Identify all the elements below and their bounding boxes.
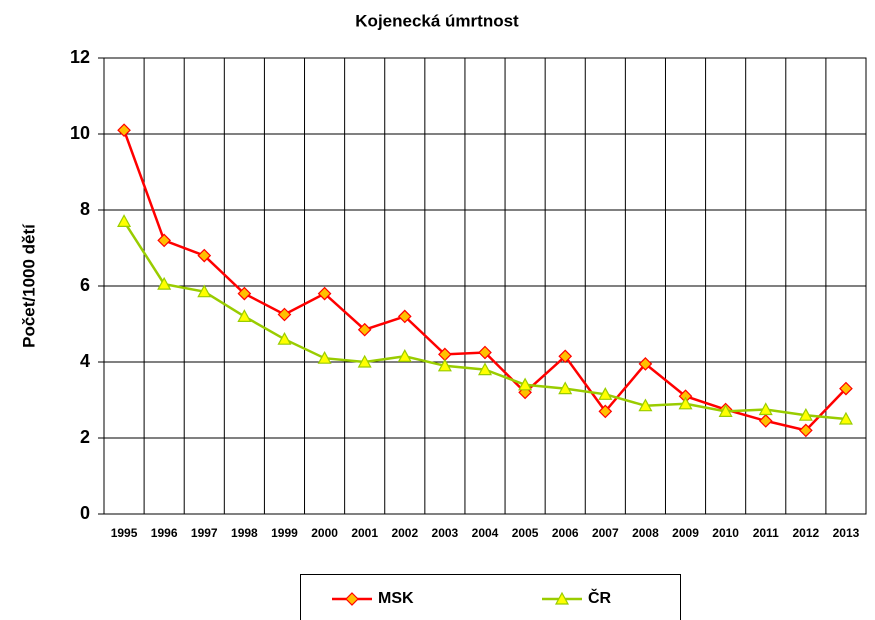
y-tick-label: 12 bbox=[70, 47, 90, 67]
data-point bbox=[558, 381, 573, 395]
plot-frame bbox=[103, 57, 867, 515]
data-point bbox=[638, 357, 653, 371]
x-tick-label: 2009 bbox=[672, 526, 699, 540]
x-tick-label: 1999 bbox=[271, 526, 298, 540]
data-point bbox=[277, 331, 292, 345]
x-tick-label: 2008 bbox=[632, 526, 659, 540]
data-point bbox=[277, 307, 292, 322]
data-point bbox=[758, 414, 773, 428]
y-tick-label: 4 bbox=[80, 351, 90, 371]
legend-marker bbox=[345, 592, 359, 606]
x-tick-label: 2012 bbox=[792, 526, 819, 540]
x-tick-label: 2000 bbox=[311, 526, 338, 540]
x-tick-label: 2013 bbox=[833, 526, 860, 540]
data-point bbox=[477, 362, 493, 376]
data-point bbox=[117, 123, 131, 138]
data-point bbox=[598, 387, 613, 400]
y-tick-label: 0 bbox=[80, 503, 90, 523]
data-point bbox=[638, 398, 653, 412]
y-axis-label: Počet/1000 dětí bbox=[19, 223, 38, 348]
x-tick-label: 2003 bbox=[432, 526, 459, 540]
y-tick-label: 10 bbox=[70, 123, 90, 143]
x-tick-label: 2004 bbox=[472, 526, 499, 540]
data-point bbox=[758, 402, 773, 416]
legend-label: ČR bbox=[588, 588, 612, 607]
data-point bbox=[518, 377, 533, 391]
data-point bbox=[678, 396, 693, 410]
data-point bbox=[157, 276, 172, 290]
data-point bbox=[157, 233, 172, 248]
data-point bbox=[839, 381, 853, 396]
data-point bbox=[437, 358, 452, 372]
data-point bbox=[798, 407, 813, 421]
data-point bbox=[317, 286, 332, 301]
data-point bbox=[237, 286, 252, 301]
y-tick-label: 2 bbox=[80, 427, 90, 447]
data-point bbox=[397, 309, 412, 324]
x-tick-label: 1998 bbox=[231, 526, 258, 540]
x-tick-label: 2007 bbox=[592, 526, 619, 540]
legend-marker bbox=[554, 591, 570, 605]
data-point bbox=[197, 284, 212, 298]
data-point bbox=[558, 349, 573, 364]
data-point bbox=[798, 423, 813, 438]
x-tick-label: 1997 bbox=[191, 526, 218, 540]
legend-label: MSK bbox=[378, 590, 414, 607]
series-line bbox=[122, 129, 847, 432]
legend-box bbox=[300, 574, 681, 620]
data-point bbox=[478, 345, 492, 360]
x-tick-label: 2001 bbox=[351, 526, 378, 540]
chart-title: Kojenecká úmrtnost bbox=[355, 11, 519, 30]
x-tick-label: 1996 bbox=[151, 526, 178, 540]
data-point bbox=[317, 350, 332, 364]
x-tick-label: 2005 bbox=[512, 526, 539, 540]
y-tick-label: 8 bbox=[80, 199, 90, 219]
x-tick-label: 1995 bbox=[111, 526, 138, 540]
x-tick-label: 2010 bbox=[712, 526, 739, 540]
series-line bbox=[122, 220, 847, 421]
x-tick-label: 2006 bbox=[552, 526, 579, 540]
data-point bbox=[838, 411, 853, 425]
data-point bbox=[718, 404, 733, 417]
data-point bbox=[237, 309, 252, 322]
data-point bbox=[197, 248, 212, 263]
data-point bbox=[117, 214, 132, 227]
data-point bbox=[397, 349, 412, 362]
x-tick-label: 2011 bbox=[753, 526, 779, 540]
y-tick-label: 6 bbox=[80, 275, 90, 295]
data-point bbox=[357, 322, 372, 337]
x-tick-label: 2002 bbox=[391, 526, 418, 540]
data-point bbox=[598, 404, 613, 419]
data-point bbox=[357, 354, 372, 368]
